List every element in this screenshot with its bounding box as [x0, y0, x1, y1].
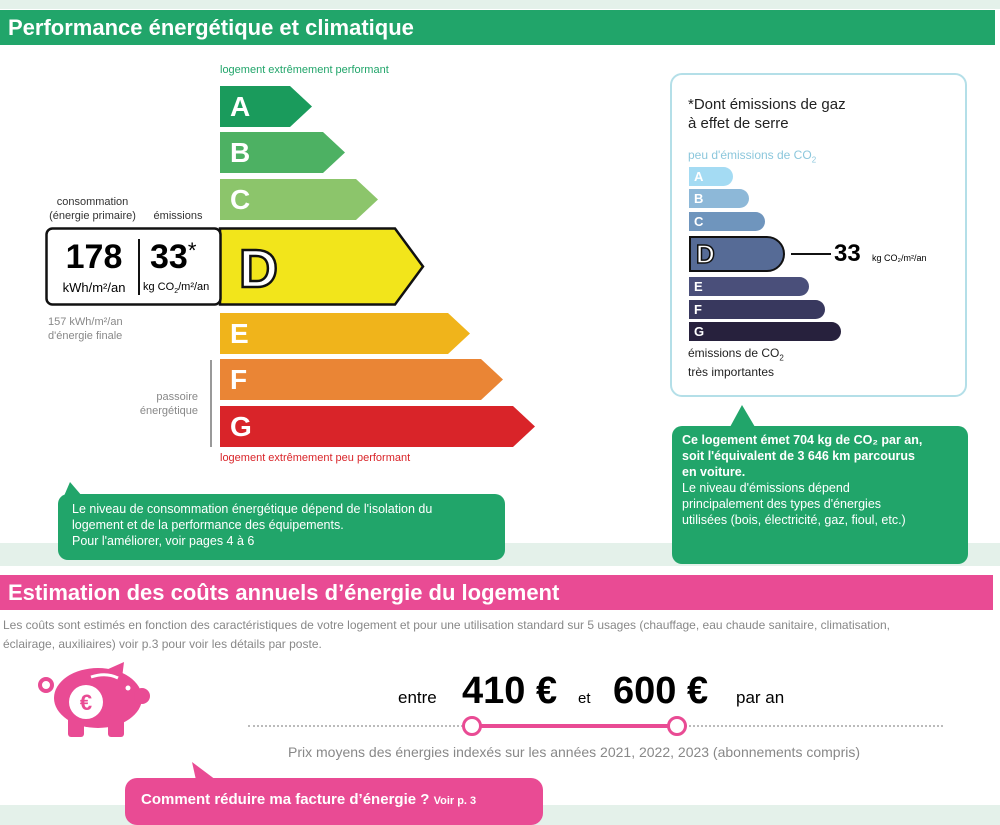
ges-box	[670, 73, 967, 397]
ges-pointer-line	[791, 253, 831, 255]
reduce-bill-button[interactable]: Comment réduire ma facture d’énergie ? V…	[125, 778, 543, 825]
ges-callout: Ce logement émet 704 kg de CO₂ par an, so…	[672, 426, 968, 564]
cost-max-marker	[667, 716, 687, 736]
svg-text:€: €	[80, 690, 92, 715]
ges-class-a: A	[689, 167, 733, 186]
svg-text:D: D	[239, 239, 278, 299]
and-label: et	[578, 690, 591, 707]
costs-description: Les coûts sont estimés en fonction des c…	[3, 618, 890, 651]
asterisk: *	[187, 238, 197, 263]
consumption-label-1: consommation	[56, 196, 129, 208]
energy-class-a: A	[220, 86, 312, 127]
consumption-unit: kWh/m²/an	[62, 280, 126, 295]
ges-bottom-label: émissions de CO2 très importantes	[688, 346, 784, 380]
ges-class-b: B	[689, 189, 749, 208]
ges-title: *Dont émissions de gaz à effet de serre	[688, 96, 846, 132]
callout-pointer	[64, 482, 82, 496]
ges-class-d: D	[689, 236, 785, 272]
ges-callout-pointer	[730, 405, 755, 427]
piggy-bank-icon: €	[38, 662, 150, 737]
energy-section-title: Performance énergétique et climatique	[0, 10, 995, 45]
energy-class-g: G	[220, 406, 535, 447]
top-band	[0, 0, 1000, 9]
cost-max: 600 €	[613, 670, 709, 712]
cost-min-marker	[462, 716, 482, 736]
cost-range-bar	[472, 724, 678, 728]
price-note: Prix moyens des énergies indexés sur les…	[288, 744, 860, 760]
consumption-label-2: (énergie primaire)	[49, 210, 136, 222]
ges-class-c: C	[689, 212, 765, 231]
costs-section-title: Estimation des coûts annuels d’énergie d…	[0, 575, 993, 610]
ges-class-e: E	[689, 277, 809, 296]
ges-unit: kg CO₂/m²/an	[872, 253, 927, 263]
emissions-value: 33*	[150, 238, 196, 277]
ges-class-f: F	[689, 300, 825, 319]
ges-class-g: G	[689, 322, 841, 341]
between-label: entre	[398, 688, 437, 707]
current-class-box: D	[45, 227, 425, 306]
per-year-label: par an	[736, 688, 785, 707]
button-pointer	[192, 762, 216, 780]
passoire-bracket	[210, 360, 212, 447]
energy-class-e: E	[220, 313, 470, 354]
energy-class-b: B	[220, 132, 345, 173]
bottom-label: logement extrêmement peu performant	[220, 452, 411, 464]
final-energy: 157 kWh/m²/an d'énergie finale	[48, 316, 123, 342]
top-label: logement extrêmement performant	[220, 64, 389, 76]
cost-min: 410 €	[462, 670, 558, 712]
emissions-label: émissions	[153, 210, 203, 222]
ges-top-label: peu d'émissions de CO2	[688, 148, 817, 165]
emissions-unit: kg CO2/m²/an	[143, 281, 210, 296]
ges-value: 33	[834, 240, 861, 267]
consumption-label: consommation (énergie primaire)	[40, 195, 145, 223]
energy-class-c: C	[220, 179, 378, 220]
emissions-number: 33	[150, 238, 188, 276]
passoire-label: passoire énergétique	[139, 391, 198, 417]
energy-callout: Le niveau de consommation énergétique dé…	[58, 494, 505, 560]
consumption-value: 178	[65, 238, 123, 276]
energy-class-f: F	[220, 359, 503, 400]
